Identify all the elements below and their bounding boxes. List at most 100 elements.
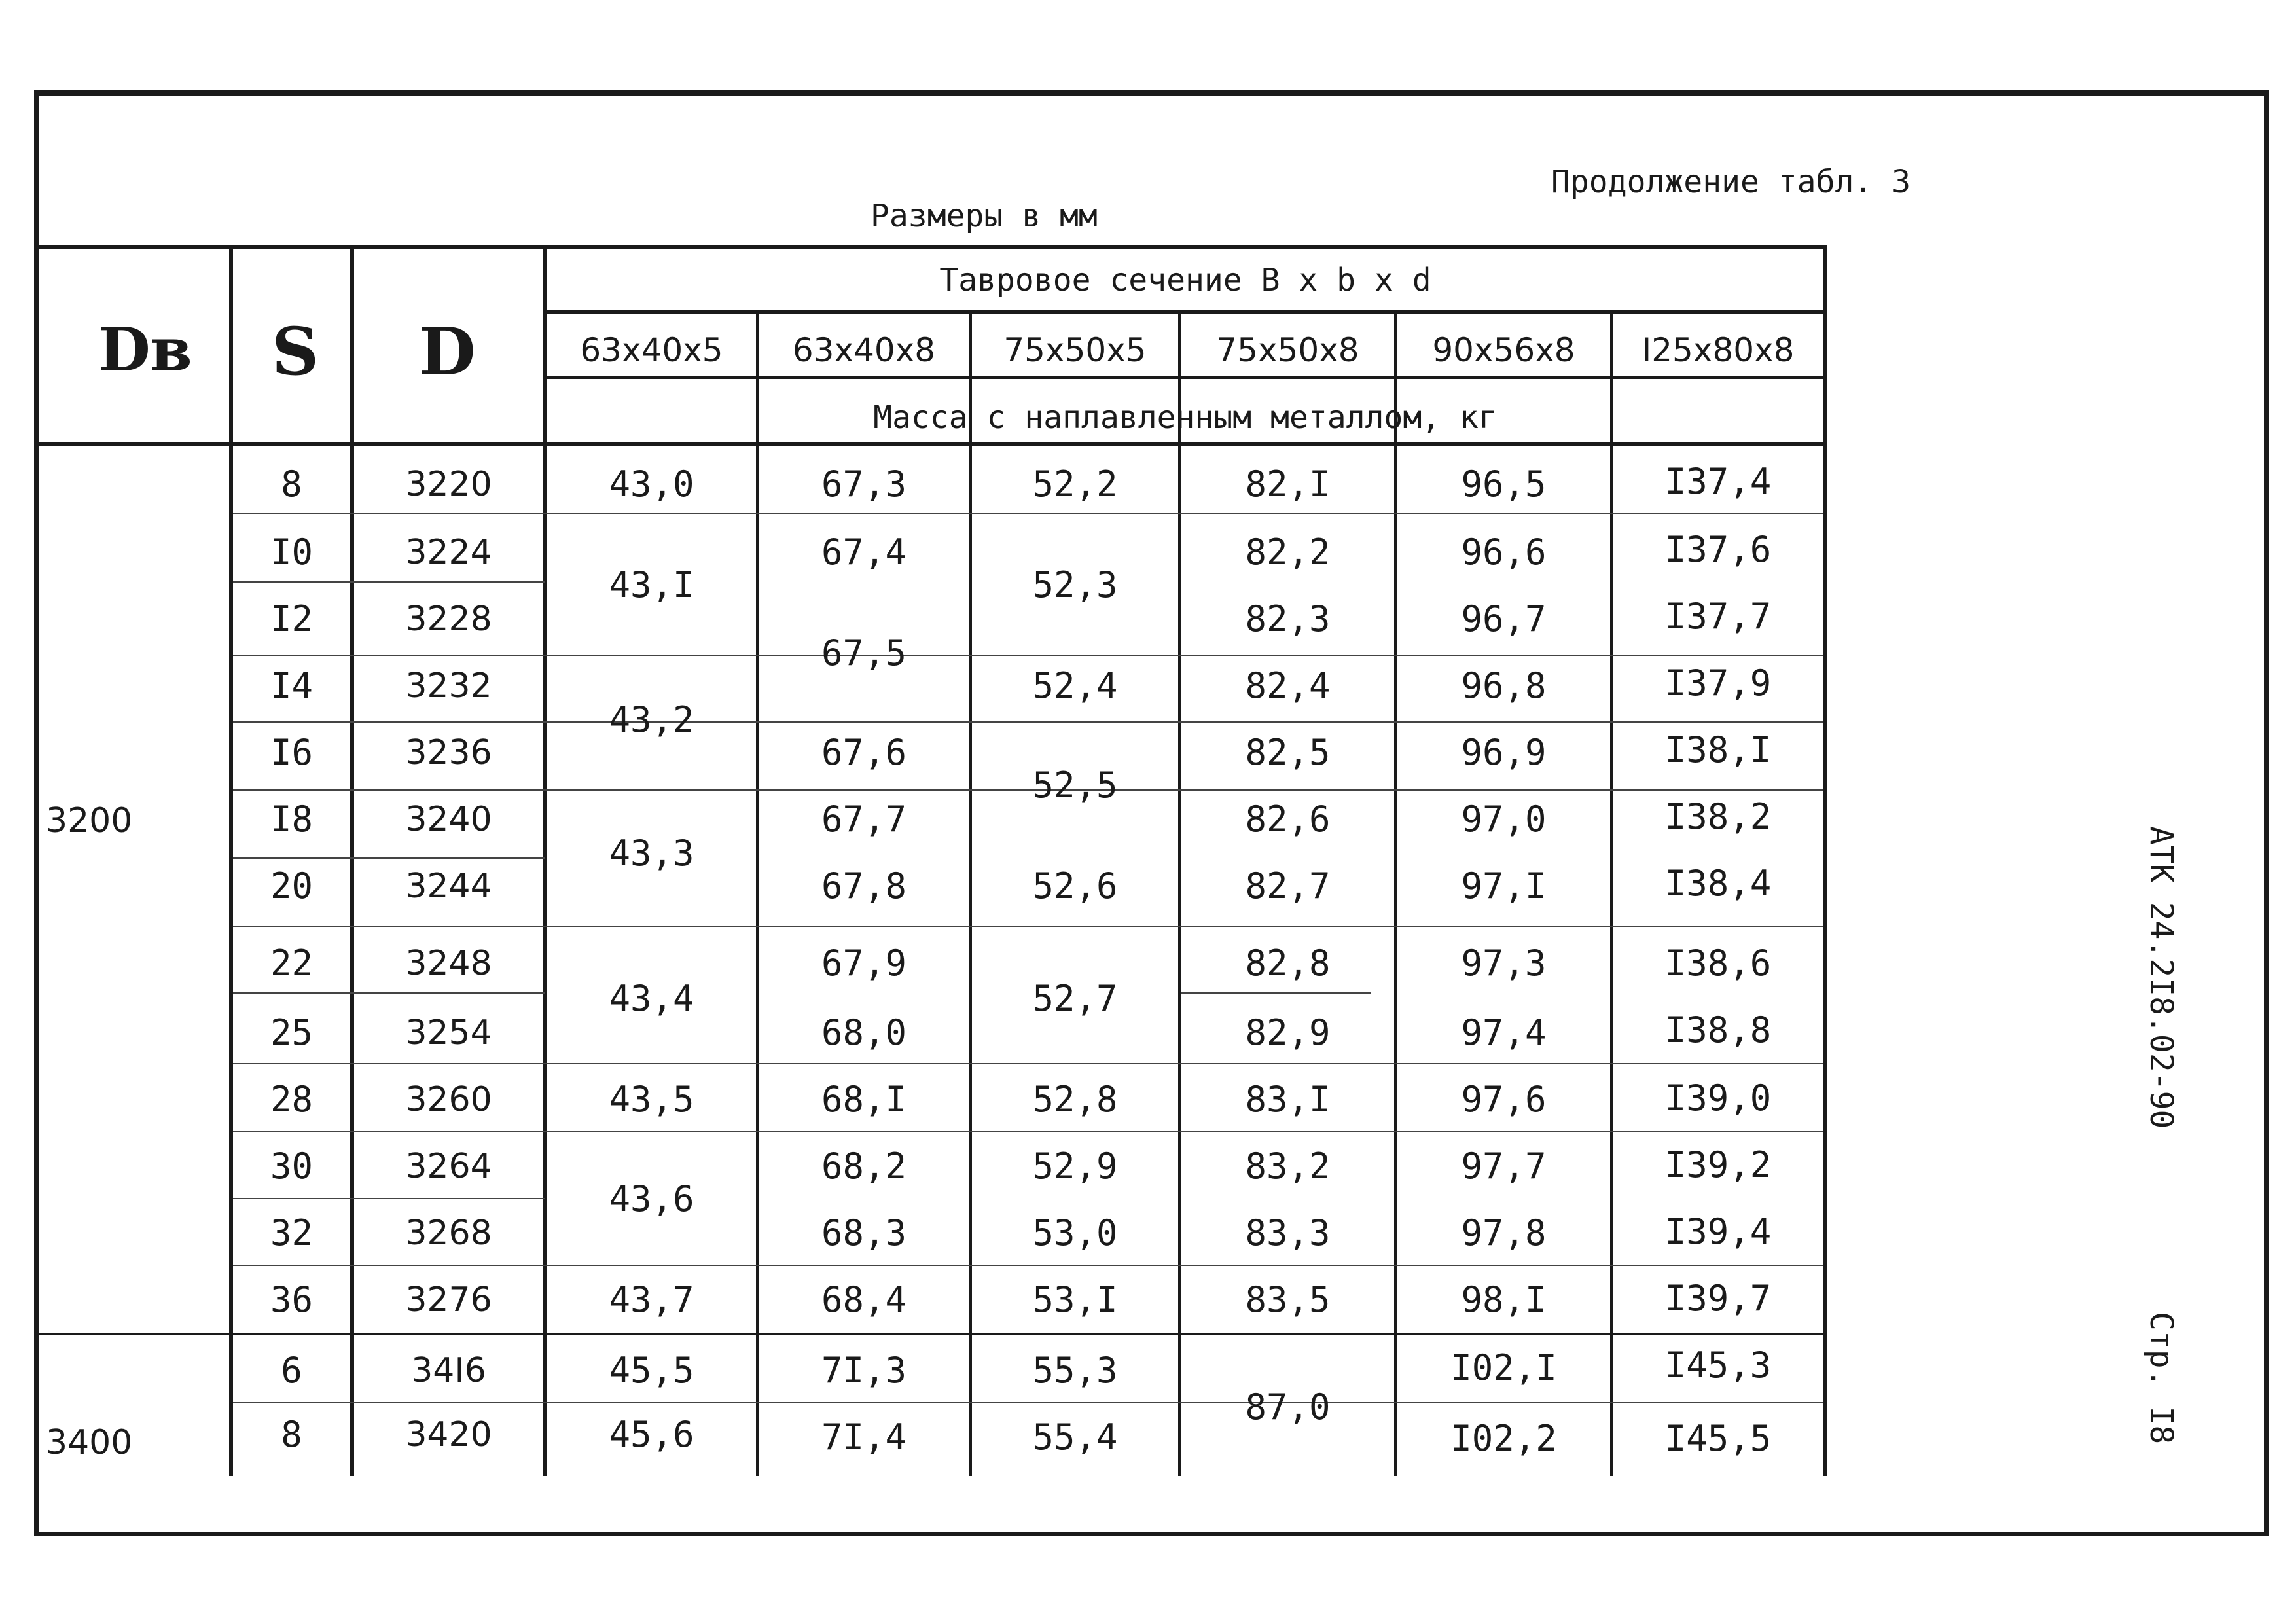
mass-cell: 55,3 (1032, 1350, 1118, 1391)
s-value: 25 (270, 1012, 314, 1053)
mass-cell: 83,2 (1245, 1146, 1331, 1187)
col-line-mass (543, 245, 547, 1476)
mass-cell: 83,3 (1245, 1212, 1331, 1254)
mass-cell: I39,2 (1664, 1144, 1772, 1185)
row-line (233, 581, 545, 583)
mass-cell: I38,4 (1664, 863, 1772, 904)
d-value: 3264 (405, 1147, 492, 1186)
mass-cell: 67,3 (821, 463, 907, 505)
mass-cell: 82,3 (1245, 598, 1331, 640)
mass-cell: 97,I (1461, 865, 1547, 907)
mass-cell: I39,0 (1664, 1077, 1772, 1119)
col-line-3 (969, 310, 972, 1476)
header-bottom-line (34, 442, 1826, 446)
col-line-5 (1394, 310, 1397, 1476)
row-line (233, 1131, 1823, 1132)
mass-cell: 67,7 (821, 799, 907, 840)
col-line-s (229, 245, 233, 1476)
mass-cell: 97,7 (1461, 1146, 1547, 1187)
row-line (233, 655, 1823, 656)
mass-cell: I02,I (1450, 1347, 1557, 1388)
col-header-s: S (272, 313, 319, 390)
row-line (233, 1198, 545, 1199)
col-line-4 (1178, 310, 1181, 1476)
mass-cell: I39,7 (1664, 1278, 1772, 1319)
mass-cell: 52,2 (1032, 463, 1118, 505)
row-line (233, 789, 1823, 791)
mass-cell: I45,5 (1664, 1418, 1772, 1459)
mass-cell: I39,4 (1664, 1211, 1772, 1252)
mass-cell: 68,2 (821, 1146, 907, 1187)
mass-cell: I38,6 (1664, 943, 1772, 984)
s-value: 22 (270, 943, 314, 984)
d-value: 3260 (405, 1080, 492, 1119)
document-code: АТК 24.2I8.02-90 (2143, 826, 2179, 1129)
dv-value: 3400 (46, 1423, 133, 1462)
mass-cell: 45,5 (609, 1350, 694, 1391)
s-value: 32 (270, 1212, 314, 1254)
group-title-line (545, 310, 1826, 314)
size-90x56x8: 90x56x8 (1432, 331, 1575, 369)
mass-cell: 45,6 (609, 1414, 694, 1455)
mass-cell: 52,9 (1032, 1146, 1118, 1187)
d-value: 3248 (405, 944, 492, 983)
mass-cell: 43,7 (609, 1279, 694, 1320)
mass-cell: 68,0 (821, 1012, 907, 1053)
row-line (233, 992, 545, 994)
mass-cell: 43,I (609, 564, 694, 605)
size-I25x80x8: I25x80x8 (1641, 331, 1795, 369)
mass-cell: 52,7 (1032, 978, 1118, 1019)
mass-cell: I37,6 (1664, 529, 1772, 570)
group-title: Тавровое сечение B x b x d (939, 262, 1431, 298)
d-value: 3220 (405, 465, 492, 504)
sizes-line (545, 376, 1826, 379)
header-top-line (34, 245, 1826, 249)
mass-cell: 67,9 (821, 943, 907, 984)
mass-cell: 97,3 (1461, 943, 1547, 984)
col-line-end (1823, 245, 1827, 1476)
mass-cell: 43,0 (609, 463, 694, 505)
d-value: 3254 (405, 1013, 492, 1053)
mass-cell: 82,4 (1245, 665, 1331, 706)
mass-cell: 97,8 (1461, 1212, 1547, 1254)
d-value: 3268 (405, 1214, 492, 1253)
mass-cell: 55,4 (1032, 1416, 1118, 1458)
dv-value: 3200 (46, 801, 133, 840)
d-value: 3224 (405, 533, 492, 572)
mass-cell: 52,6 (1032, 865, 1118, 907)
mass-cell: 83,5 (1245, 1279, 1331, 1320)
mass-title: Масса с наплавленным металлом, кг (873, 399, 1498, 436)
mass-cell: 82,I (1245, 463, 1331, 505)
mass-cell: 98,I (1461, 1279, 1547, 1320)
s-value: 8 (281, 463, 302, 505)
mass-cell: 97,4 (1461, 1012, 1547, 1053)
mass-cell: 53,I (1032, 1279, 1118, 1320)
size-75x50x8: 75x50x8 (1216, 331, 1359, 369)
mass-cell: 67,8 (821, 865, 907, 907)
units-label: Размеры в мм (870, 198, 1098, 234)
mass-cell: 82,9 (1245, 1012, 1331, 1053)
mass-cell: 52,3 (1032, 564, 1118, 605)
col-header-dv: Dв (98, 314, 192, 385)
size-63x40x8: 63x40x8 (792, 331, 936, 369)
d-value: 3240 (405, 800, 492, 839)
mass-cell: 7I,3 (821, 1350, 907, 1391)
mass-cell: 52,5 (1032, 765, 1118, 806)
mass-cell: 96,7 (1461, 598, 1547, 640)
mass-cell: 83,I (1245, 1079, 1331, 1120)
s-value: I2 (270, 598, 314, 640)
mass-cell: I38,I (1664, 729, 1772, 770)
block-separator-line (34, 1333, 1826, 1335)
row-line (233, 1265, 1823, 1266)
page-frame (34, 90, 2269, 1536)
row-line (233, 721, 1823, 723)
page-number: Стр. I8 (2143, 1312, 2179, 1445)
col-line-2 (756, 310, 759, 1476)
mass-cell: 97,6 (1461, 1079, 1547, 1120)
row-line (233, 857, 545, 859)
mass-cell: 68,4 (821, 1279, 907, 1320)
mass-cell: 82,6 (1245, 799, 1331, 840)
mass-cell: 67,4 (821, 532, 907, 573)
mass-cell: 7I,4 (821, 1416, 907, 1458)
col-header-d: D (419, 313, 476, 390)
